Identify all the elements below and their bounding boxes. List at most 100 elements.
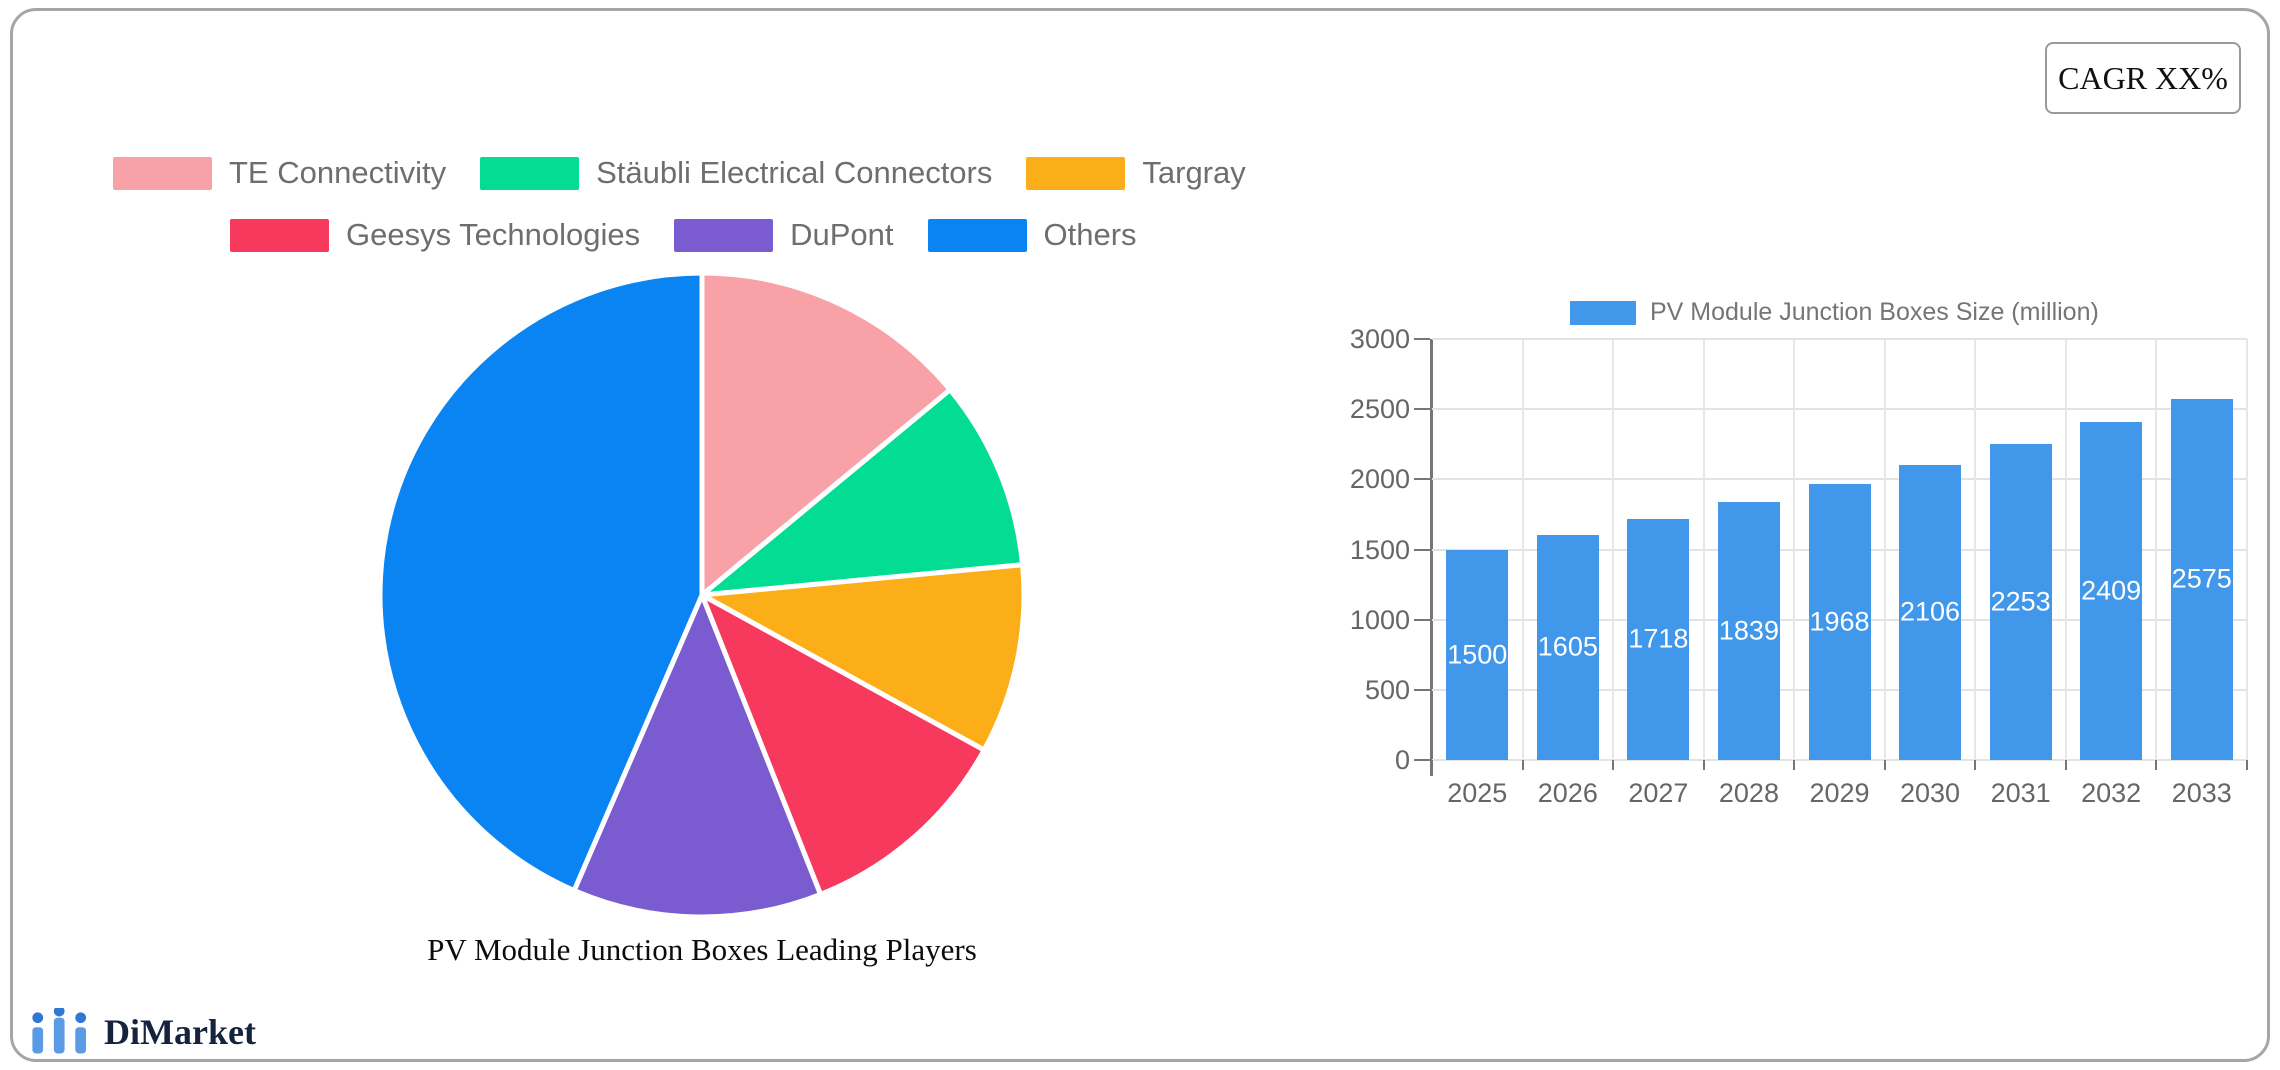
h-gridline	[1432, 408, 2247, 411]
y-axis-tick	[1414, 759, 1430, 761]
legend-label: Geesys Technologies	[346, 217, 641, 252]
y-axis-tick	[1414, 338, 1430, 340]
legend-swatch-icon	[480, 156, 580, 190]
bar-chart-plot-area: 1500 2025 1605 2026 1718 2027 1839 2028 1968 2029…	[1414, 338, 2248, 808]
x-axis-category-label: 2028	[1718, 778, 1779, 808]
legend-swatch-icon	[674, 218, 774, 252]
y-axis-tick-label: 2500	[1349, 394, 1410, 425]
v-gridline	[1974, 339, 1977, 760]
x-axis-category-label: 2026	[1537, 778, 1598, 808]
bar-legend-swatch-icon	[1570, 300, 1636, 325]
bar-value-label: 2106	[1900, 596, 1961, 627]
bar-chart-legend[interactable]: PV Module Junction Boxes Size (million)	[1570, 298, 2099, 327]
x-axis-line	[1432, 759, 2247, 761]
x-axis-category-label: 2025	[1447, 778, 1508, 808]
bar-value-label: 2253	[1990, 586, 2051, 617]
y-axis-tick-label: 500	[1364, 674, 1410, 705]
logo-text: DiMarket	[104, 1012, 256, 1052]
pie-slice[interactable]	[699, 270, 953, 598]
pie-slice[interactable]	[571, 592, 824, 920]
bar-value-label: 2575	[2171, 563, 2232, 594]
legend-item[interactable]: TE Connectivity	[113, 155, 446, 191]
v-gridline	[1793, 339, 1796, 760]
x-axis-tick	[2064, 760, 2067, 770]
y-axis-tick-label: 0	[1394, 745, 1410, 775]
x-axis-tick	[1974, 760, 1977, 770]
legend-label: Stäubli Electrical Connectors	[596, 155, 993, 190]
x-axis-category-label: 2027	[1628, 778, 1689, 808]
pie-slice[interactable]	[377, 270, 705, 894]
x-axis-tick	[1883, 760, 1886, 770]
pie-legend-row-2: Geesys Technologies DuPont Others	[230, 212, 1137, 258]
bar-2028[interactable]: 1839	[1717, 501, 1780, 760]
legend-swatch-icon	[113, 156, 212, 190]
y-axis-tick-label: 1500	[1349, 534, 1410, 565]
bar-2033[interactable]: 2575	[2170, 398, 2233, 760]
legend-swatch-icon	[927, 218, 1027, 252]
dimarket-logo: DiMarket	[30, 1008, 256, 1056]
bar-2030[interactable]: 2106	[1899, 464, 1962, 760]
x-axis-tick	[1793, 760, 1796, 770]
v-gridline	[1702, 339, 1705, 760]
x-axis-tick	[1431, 760, 1433, 770]
legend-label: DuPont	[790, 217, 894, 252]
y-axis-tick-label: 3000	[1349, 324, 1410, 354]
bar-value-label: 1968	[1809, 606, 1870, 637]
legend-item[interactable]: Geesys Technologies	[230, 217, 640, 253]
v-gridline	[1521, 339, 1524, 760]
pie-svg	[377, 270, 1027, 920]
y-axis-tick	[1414, 408, 1430, 411]
h-gridline	[1432, 338, 2247, 340]
y-axis-tick	[1414, 618, 1430, 621]
y-axis-tick-label: 1000	[1349, 604, 1410, 635]
y-axis-line	[1430, 339, 1433, 776]
v-gridline	[2064, 339, 2067, 760]
legend-label: Targray	[1142, 155, 1246, 190]
bar-value-label: 1500	[1447, 639, 1508, 670]
bar-legend-label: PV Module Junction Boxes Size (million)	[1650, 298, 2099, 326]
legend-item[interactable]: DuPont	[674, 217, 894, 253]
v-gridline	[1612, 339, 1615, 760]
bar-value-label: 1718	[1628, 623, 1689, 654]
y-axis-tick	[1414, 548, 1430, 551]
legend-item[interactable]: Targray	[1026, 155, 1246, 191]
x-axis-tick	[2155, 760, 2158, 770]
x-axis-tick	[2246, 760, 2248, 770]
x-axis-category-label: 2029	[1809, 778, 1870, 808]
legend-label: TE Connectivity	[229, 155, 447, 190]
bar-value-label: 1839	[1718, 615, 1779, 646]
bar-chart-y-axis-labels: 0 500 1000 1500 2000 2500 3000	[1300, 324, 1410, 775]
x-axis-category-label: 2030	[1900, 778, 1961, 808]
x-axis-tick	[1612, 760, 1615, 770]
x-axis-category-label: 2033	[2171, 778, 2232, 808]
bar-2031[interactable]: 2253	[1989, 443, 2052, 760]
bar-2026[interactable]: 1605	[1536, 534, 1599, 760]
cagr-badge: CAGR XX%	[2045, 42, 2241, 114]
pie-chart	[372, 265, 1032, 925]
pie-slice[interactable]	[699, 387, 1026, 598]
y-axis-tick	[1414, 688, 1430, 691]
cagr-label: CAGR XX%	[2058, 59, 2228, 96]
bar-2027[interactable]: 1718	[1627, 518, 1690, 760]
v-gridline	[2155, 339, 2158, 760]
bar-value-label: 1605	[1537, 631, 1598, 662]
y-axis-tick	[1414, 478, 1430, 481]
pie-slice[interactable]	[699, 592, 987, 897]
bar-2025[interactable]: 1500	[1446, 549, 1509, 760]
bar-2029[interactable]: 1968	[1808, 483, 1871, 760]
x-axis-tick	[1702, 760, 1705, 770]
x-axis-tick	[1521, 760, 1524, 770]
pie-slice[interactable]	[699, 562, 1027, 753]
pie-legend-row-1: TE Connectivity Stäubli Electrical Connec…	[113, 150, 1246, 196]
h-gridline	[1432, 478, 2247, 481]
bar-2032[interactable]: 2409	[2080, 421, 2143, 760]
bar-value-label: 2409	[2081, 575, 2142, 606]
pie-chart-title: PV Module Junction Boxes Leading Players	[427, 932, 977, 967]
legend-item[interactable]: Others	[927, 217, 1137, 253]
legend-item[interactable]: Stäubli Electrical Connectors	[480, 155, 992, 191]
bar-chart-icon	[32, 1008, 87, 1054]
legend-swatch-icon	[1026, 156, 1126, 190]
x-axis-category-label: 2031	[1990, 778, 2051, 808]
legend-swatch-icon	[230, 218, 329, 252]
v-gridline	[1883, 339, 1886, 760]
